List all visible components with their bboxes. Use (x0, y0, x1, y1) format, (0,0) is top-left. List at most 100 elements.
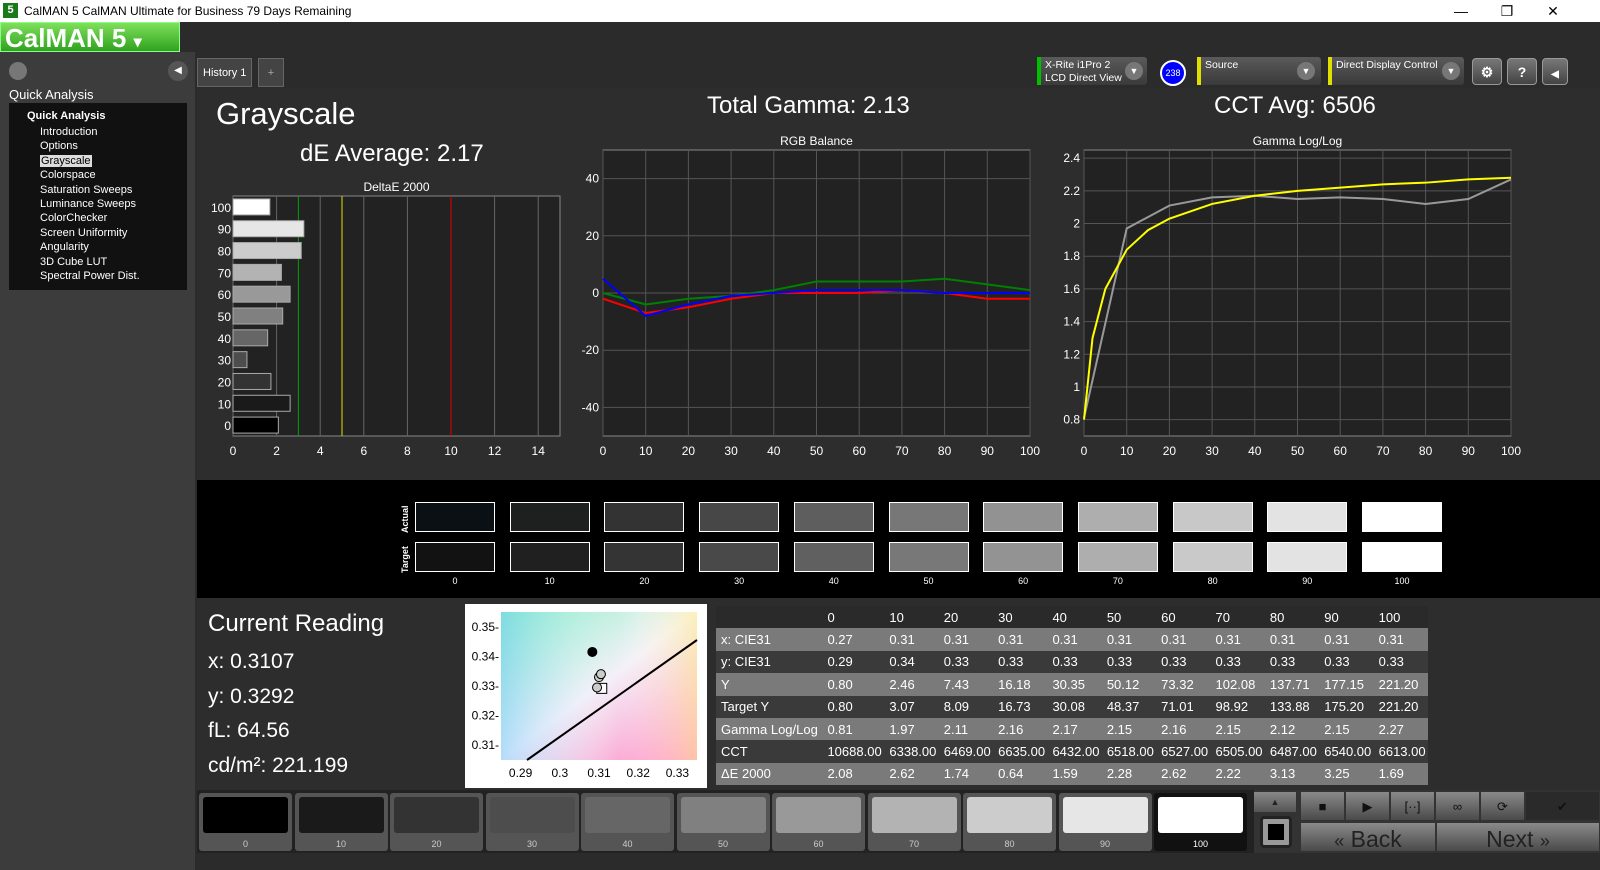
app-icon: 5 (3, 3, 18, 18)
patch-button[interactable]: 30 (485, 793, 579, 851)
tree-item-label: Spectral Power Dist. (40, 270, 140, 282)
settings-button[interactable]: ⚙ (1472, 58, 1502, 85)
title-bar: 5 CalMAN 5 CalMAN Ultimate for Business … (0, 0, 1600, 22)
help-icon: ? (1517, 64, 1527, 80)
table-cell: 16.18 (993, 673, 1048, 696)
table-cell: 3.25 (1319, 762, 1374, 786)
refresh-button[interactable]: ⟳ (1480, 791, 1525, 821)
table-cell: 0.31 (1319, 628, 1374, 651)
reading-cdm2: cd/m²: 221.199 (208, 754, 349, 777)
target-swatch (983, 542, 1064, 572)
measured-point (587, 646, 598, 657)
play-button[interactable]: ▶ (1345, 791, 1390, 821)
range-button[interactable]: [··] (1390, 791, 1435, 821)
tab-bar: History 1 + X-Rite i1Pro 2 LCD Direct Vi… (197, 55, 1600, 87)
table-cell: 2.17 (1047, 717, 1102, 741)
table-cell: 133.88 (1264, 695, 1320, 718)
patch-button[interactable]: 0 (199, 793, 292, 851)
calman-logo-menu[interactable]: CalMAN 5 ▾ (0, 22, 180, 53)
table-row: ΔE 2000 2.08 2.62 1.74 0.64 1.59 2.28 2.62 2.22 3… (716, 762, 1428, 786)
x-tick-label: 50 (810, 444, 824, 458)
table-cell: 2.15 (1319, 717, 1374, 741)
target-swatch (793, 542, 874, 572)
reading-panel: Current Reading x: 0.3107 y: 0.3292 fL: … (197, 598, 1600, 790)
column-header: 90 (1319, 606, 1374, 629)
x-tick-label: 0.3 (551, 766, 568, 780)
patch-button[interactable]: 40 (581, 793, 674, 851)
tree-item[interactable]: ColorChecker (40, 212, 107, 226)
column-header: 60 (1156, 606, 1211, 629)
y-tick-label: 0.31- (472, 738, 499, 752)
tree-root[interactable]: Quick Analysis (27, 110, 106, 122)
chart-title: RGB Balance (780, 134, 853, 148)
table-cell: 6527.00 (1156, 740, 1211, 763)
swatch-level-label: 70 (1112, 576, 1123, 586)
stop-button[interactable]: ■ (1300, 791, 1345, 821)
tree-item[interactable]: Grayscale (40, 154, 92, 169)
x-tick-label: 0 (1081, 444, 1088, 458)
patch-button[interactable]: 100 (1154, 793, 1247, 851)
patch-color (585, 797, 670, 833)
minimize-button[interactable]: — (1454, 3, 1468, 19)
actual-swatch (888, 502, 969, 532)
patch-button[interactable]: 20 (390, 793, 483, 851)
table-cell: 6432.00 (1047, 740, 1102, 763)
patch-button[interactable]: 80 (963, 793, 1056, 851)
add-tab-button[interactable]: + (258, 58, 284, 87)
table-cell: 98.92 (1210, 695, 1265, 718)
collapse-left-icon[interactable]: ◀ (168, 61, 188, 81)
y-tick-label: 40 (586, 172, 600, 186)
close-button[interactable]: ✕ (1547, 3, 1559, 19)
table-cell: 2.62 (1156, 762, 1211, 786)
back-button[interactable]: « Back (1300, 822, 1436, 852)
meter-badge[interactable]: 238 (1160, 60, 1186, 86)
column-header: 0 (822, 606, 885, 629)
patch-color (776, 797, 861, 833)
source-selector[interactable]: Source ▼ (1197, 57, 1321, 85)
y-tick-label: 40 (218, 332, 232, 346)
patch-label: 40 (622, 839, 633, 849)
patch-color (1158, 797, 1243, 833)
actual-swatch (1077, 502, 1158, 532)
tree-item[interactable]: Screen Uniformity (40, 227, 127, 241)
actual-swatch (415, 502, 495, 532)
scroll-up-button[interactable]: ▲ (1254, 792, 1296, 812)
next-icon: » (1539, 831, 1550, 851)
x-tick-label: 0 (600, 444, 607, 458)
tree-item[interactable]: Colorspace (40, 169, 96, 183)
tree-item[interactable]: Angularity (40, 241, 89, 255)
patch-button[interactable]: 60 (772, 793, 865, 851)
table-cell: 2.16 (1156, 717, 1211, 741)
loop-button[interactable]: ∞ (1435, 791, 1480, 821)
maximize-button[interactable]: ❐ (1500, 3, 1514, 19)
confirm-button[interactable]: ✔ (1525, 791, 1600, 821)
column-header: 30 (993, 606, 1048, 629)
tree-item[interactable]: Spectral Power Dist. (40, 270, 140, 284)
patch-button[interactable]: 70 (867, 793, 961, 851)
pin-icon[interactable] (9, 62, 27, 80)
table-cell: ΔE 2000 (716, 762, 823, 786)
delta-bar (232, 329, 269, 347)
table-cell: 0.31 (993, 628, 1048, 651)
y-tick-label: 0.34- (472, 649, 499, 663)
meter-selector[interactable]: X-Rite i1Pro 2 LCD Direct View ▼ (1037, 57, 1147, 85)
tree-item[interactable]: 3D Cube LUT (40, 256, 107, 270)
patch-button[interactable]: 10 (294, 793, 388, 851)
tree-item[interactable]: Luminance Sweeps (40, 198, 136, 212)
swatch-level-label: 100 (1394, 576, 1410, 586)
x-tick-label: 8 (404, 444, 411, 458)
column-header: 80 (1264, 606, 1320, 629)
tab-history-1[interactable]: History 1 (197, 58, 253, 87)
patch-button[interactable]: 90 (1058, 793, 1152, 851)
target-swatch (509, 542, 590, 572)
tree-item[interactable]: Introduction (40, 126, 97, 140)
tree-item[interactable]: Options (40, 140, 78, 154)
next-button[interactable]: Next » (1436, 822, 1600, 852)
table-row: CCT 10688.00 6338.00 6469.00 6635.00 6432.00 6… (716, 740, 1428, 763)
stop-measure-button[interactable] (1260, 816, 1292, 848)
collapse-right-button[interactable]: ◀ (1542, 58, 1568, 85)
help-button[interactable]: ? (1507, 58, 1537, 85)
tree-item[interactable]: Saturation Sweeps (40, 184, 132, 198)
display-selector[interactable]: Direct Display Control ▼ (1328, 57, 1464, 85)
patch-button[interactable]: 50 (676, 793, 770, 851)
